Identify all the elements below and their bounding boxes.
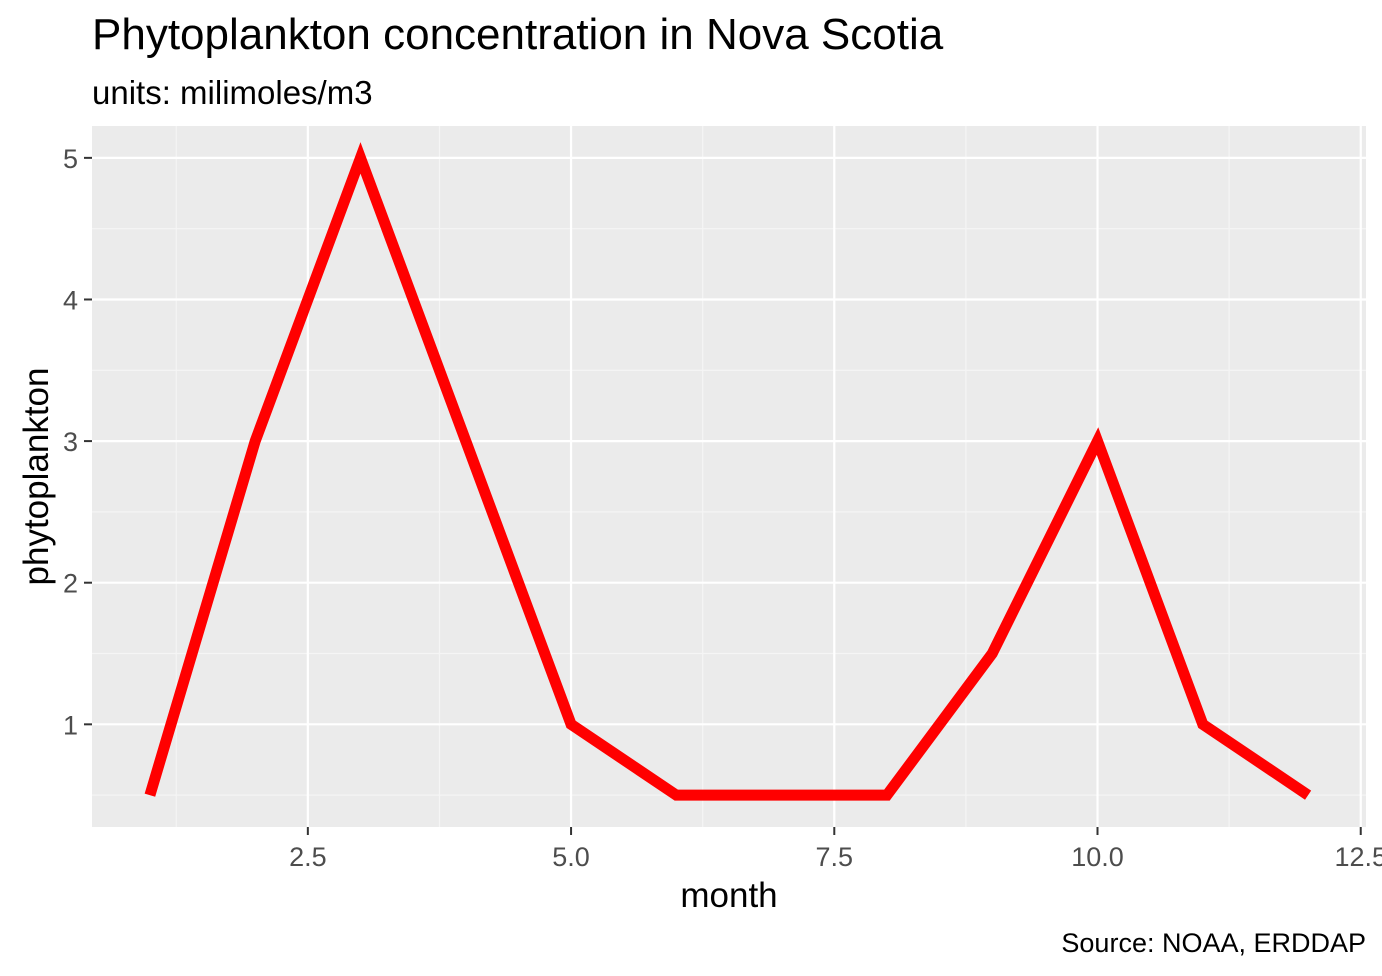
- plot-panel: [92, 126, 1366, 827]
- chart-subtitle: units: milimoles/m3: [92, 74, 373, 111]
- x-tick-label: 5.0: [552, 842, 590, 872]
- chart-caption: Source: NOAA, ERDDAP: [1061, 928, 1366, 958]
- series-line: [144, 142, 1312, 801]
- y-axis-title: phytoplankton: [17, 368, 56, 586]
- x-tick-label: 7.5: [816, 842, 854, 872]
- chart-title: Phytoplankton concentration in Nova Scot…: [92, 10, 944, 59]
- y-tick-label: 1: [63, 710, 78, 740]
- x-tick-label: 2.5: [289, 842, 327, 872]
- x-axis-title: month: [680, 876, 777, 915]
- x-tick-label: 10.0: [1071, 842, 1124, 872]
- series-layer: [144, 142, 1312, 801]
- y-axis: 1 2 3 4 5: [63, 144, 92, 740]
- y-tick-label: 2: [63, 569, 78, 599]
- x-axis: 2.5 5.0 7.5 10.0 12.5: [289, 827, 1382, 872]
- minor-gridlines: [92, 126, 1366, 827]
- y-tick-label: 5: [63, 144, 78, 174]
- y-tick-label: 4: [63, 285, 78, 315]
- y-tick-label: 3: [63, 427, 78, 457]
- x-tick-label: 12.5: [1334, 842, 1382, 872]
